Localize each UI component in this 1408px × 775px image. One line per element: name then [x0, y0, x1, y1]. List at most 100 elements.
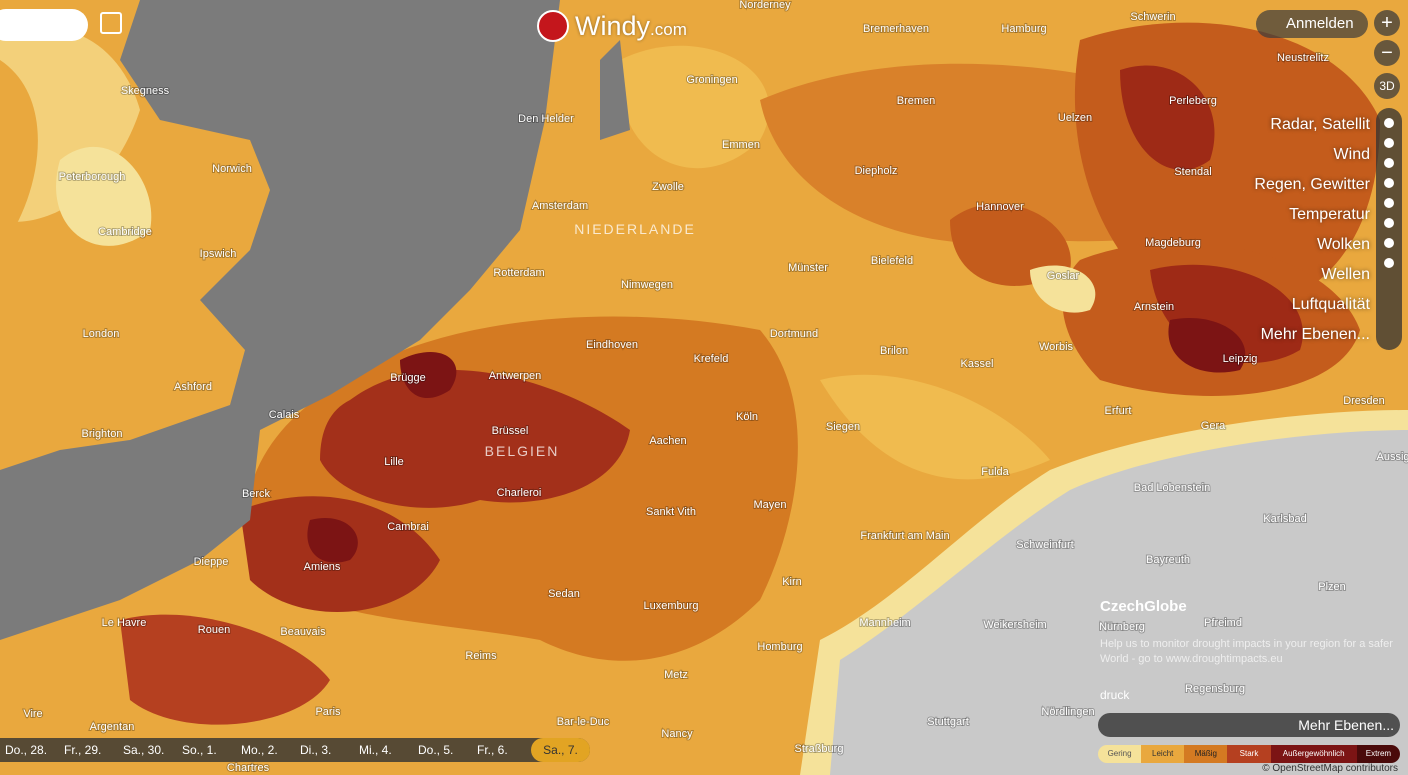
sponsor-message[interactable]: Help us to monitor drought impacts in yo… — [1100, 638, 1393, 665]
city-label: Diepholz — [855, 165, 898, 177]
logo[interactable]: Windy.com — [537, 10, 687, 42]
city-label: Charleroi — [497, 487, 542, 499]
city-label: Amsterdam — [532, 200, 588, 212]
city-label: Arnstein — [1134, 301, 1174, 313]
legend-item: Mäßig — [1184, 745, 1228, 763]
layer-item[interactable]: Temperatur — [1289, 206, 1370, 223]
layer-item[interactable]: Wolken — [1316, 236, 1370, 253]
sponsor-name: CzechGlobe — [1100, 598, 1187, 615]
city-label: Rouen — [198, 624, 230, 636]
city-label: Aachen — [649, 435, 686, 447]
city-label: Gera — [1201, 420, 1226, 432]
legend: Gering Leicht Mäßig Stark Außergewöhnlich Ext… — [1098, 745, 1400, 763]
share-button[interactable] — [100, 12, 122, 34]
city-label: Le Havre — [102, 617, 147, 629]
layer-item[interactable]: Regen, Gewitter — [1254, 176, 1370, 193]
city-label: Groningen — [686, 74, 737, 86]
city-label: Antwerpen — [489, 370, 542, 382]
city-label: Dortmund — [770, 328, 818, 340]
timeline-day[interactable]: So., 1. — [182, 743, 217, 757]
layer-icon[interactable] — [1384, 258, 1394, 268]
legend-item: Außergewöhnlich — [1270, 745, 1357, 763]
layer-icon[interactable] — [1384, 158, 1394, 168]
city-label: Karlsbad — [1263, 513, 1306, 525]
city-label: Neustrelitz — [1277, 52, 1329, 64]
city-label: Bremerhaven — [863, 23, 929, 35]
city-label: Köln — [736, 411, 758, 423]
city-label: Dresden — [1343, 395, 1385, 407]
city-label: Ashford — [174, 381, 212, 393]
view-3d[interactable]: 3D — [1374, 73, 1400, 99]
timeline-day[interactable]: Mi., 4. — [359, 743, 392, 757]
drought-areas — [0, 22, 1408, 775]
city-label: Magdeburg — [1145, 237, 1201, 249]
city-label: Rotterdam — [493, 267, 544, 279]
city-label: Norderney — [739, 0, 791, 11]
city-label: Beauvais — [280, 626, 326, 638]
city-label: Nürnberg — [1099, 621, 1145, 633]
layer-icon[interactable] — [1384, 138, 1394, 148]
legend-item: Gering — [1098, 745, 1142, 763]
layer-item[interactable]: Wind — [1333, 146, 1370, 163]
city-label: Uelzen — [1058, 112, 1092, 124]
timeline-day[interactable]: Sa., 30. — [123, 743, 165, 757]
city-label: Cambridge — [98, 226, 152, 238]
timeline-day[interactable]: Di., 3. — [300, 743, 332, 757]
city-label: Bar-le-Duc — [557, 716, 610, 728]
zoom-out[interactable]: − — [1374, 40, 1400, 66]
timeline-day[interactable]: Mo., 2. — [241, 743, 278, 757]
country-label: BELGIEN — [485, 443, 560, 459]
layer-item[interactable]: Luftqualität — [1291, 296, 1370, 313]
layer-item[interactable]: Wellen — [1321, 266, 1370, 283]
city-label: Cambrai — [387, 521, 429, 533]
layer-item[interactable]: Mehr Ebenen... — [1260, 326, 1370, 343]
timeline-day[interactable]: Do., 28. — [5, 743, 48, 757]
timeline-day[interactable]: Fr., 29. — [64, 743, 102, 757]
city-label: Münster — [788, 262, 828, 274]
city-label: Norwich — [212, 163, 252, 175]
overlay-toggle[interactable]: druck — [1100, 688, 1130, 702]
city-label: Calais — [269, 409, 300, 421]
layer-item[interactable]: Radar, Satellit — [1270, 116, 1370, 133]
layer-icon[interactable] — [1384, 118, 1394, 128]
zoom-in[interactable]: + — [1374, 10, 1400, 36]
city-label: Ipswich — [200, 248, 237, 260]
layer-icon[interactable] — [1384, 238, 1394, 248]
city-label: Argentan — [90, 721, 135, 733]
city-label: Fulda — [981, 466, 1009, 478]
more-layers[interactable]: Mehr Ebenen... — [1298, 717, 1394, 733]
city-label: Emmen — [722, 139, 760, 151]
timeline-day[interactable]: Sa., 7. — [531, 738, 590, 762]
search-box[interactable] — [0, 9, 88, 41]
layer-icon[interactable] — [1384, 178, 1394, 188]
city-label: Lille — [384, 456, 404, 468]
city-label: Eindhoven — [586, 339, 638, 351]
timeline-day[interactable]: Fr., 6. — [477, 743, 508, 757]
toolbar[interactable]: Mehr Ebenen... — [1098, 713, 1400, 737]
layer-icon[interactable] — [1384, 218, 1394, 228]
city-label: Skegness — [121, 85, 170, 97]
city-label: Amiens — [304, 561, 341, 573]
city-label: Goslar — [1047, 270, 1080, 282]
city-label: Sedan — [548, 588, 580, 600]
login-button[interactable]: Anmelden — [1256, 10, 1368, 38]
attribution: © OpenStreetMap contributors — [1262, 763, 1398, 774]
city-label: Paris — [315, 706, 341, 718]
city-label: Reims — [465, 650, 497, 662]
timeline-day[interactable]: Do., 5. — [418, 743, 454, 757]
city-label: Bielefeld — [871, 255, 913, 267]
city-label: Brügge — [390, 372, 425, 384]
menu-icons — [1376, 108, 1402, 350]
city-label: Den Helder — [518, 113, 574, 125]
legend-item: Stark — [1227, 745, 1271, 763]
city-label: Bayreuth — [1146, 554, 1190, 566]
city-label: Schweinfurt — [1016, 539, 1073, 551]
city-label: Brilon — [880, 345, 908, 357]
city-label: Erfurt — [1105, 405, 1132, 417]
legend-item: Leicht — [1141, 745, 1185, 763]
city-label: Plzen — [1318, 581, 1346, 593]
city-label: Regensburg — [1185, 683, 1245, 695]
layer-icon[interactable] — [1384, 198, 1394, 208]
